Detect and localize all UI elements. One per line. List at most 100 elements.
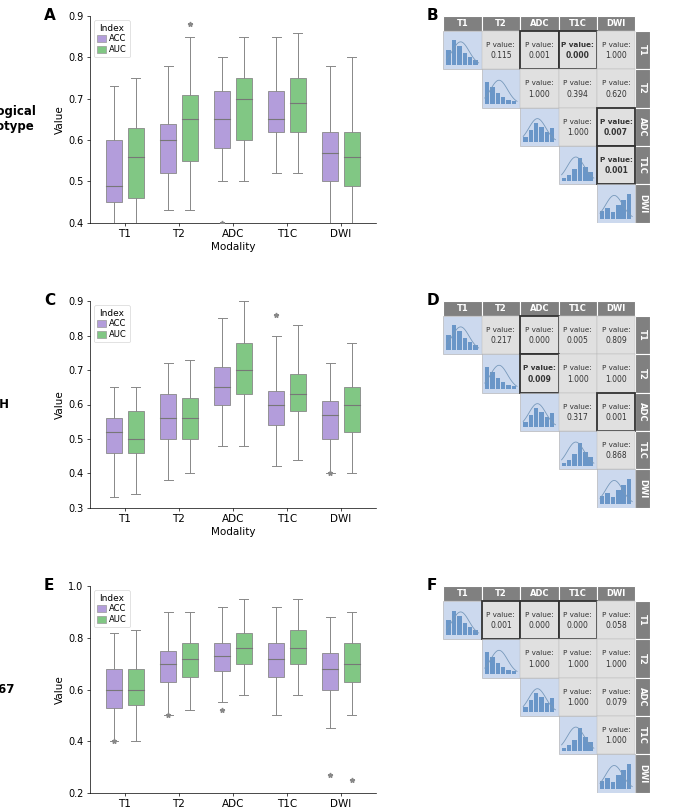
FancyBboxPatch shape xyxy=(128,669,144,705)
FancyBboxPatch shape xyxy=(597,716,635,755)
FancyBboxPatch shape xyxy=(482,301,520,316)
FancyBboxPatch shape xyxy=(529,129,533,142)
Text: 0.000: 0.000 xyxy=(566,51,590,60)
FancyBboxPatch shape xyxy=(473,60,477,66)
FancyBboxPatch shape xyxy=(322,132,338,181)
FancyBboxPatch shape xyxy=(490,372,495,389)
Text: 0.217: 0.217 xyxy=(490,337,512,345)
Text: 1.000: 1.000 xyxy=(605,375,627,383)
FancyBboxPatch shape xyxy=(444,587,482,601)
FancyBboxPatch shape xyxy=(635,431,650,469)
FancyBboxPatch shape xyxy=(495,93,500,104)
X-axis label: Modality: Modality xyxy=(210,242,255,252)
Text: P value:: P value: xyxy=(563,119,592,125)
FancyBboxPatch shape xyxy=(572,739,577,751)
FancyBboxPatch shape xyxy=(635,316,650,354)
FancyBboxPatch shape xyxy=(558,16,597,31)
FancyBboxPatch shape xyxy=(235,342,252,394)
FancyBboxPatch shape xyxy=(558,639,597,678)
Text: 1.000: 1.000 xyxy=(567,375,589,383)
Text: 0.809: 0.809 xyxy=(605,337,627,345)
Text: P value:: P value: xyxy=(563,612,592,618)
Text: P value:: P value: xyxy=(563,327,592,333)
FancyBboxPatch shape xyxy=(290,78,306,132)
FancyBboxPatch shape xyxy=(583,451,587,465)
FancyBboxPatch shape xyxy=(344,388,360,432)
FancyBboxPatch shape xyxy=(529,700,533,712)
Text: P value:: P value: xyxy=(602,42,631,48)
FancyBboxPatch shape xyxy=(485,82,489,104)
FancyBboxPatch shape xyxy=(635,354,650,392)
FancyBboxPatch shape xyxy=(635,108,650,146)
FancyBboxPatch shape xyxy=(268,643,284,676)
FancyBboxPatch shape xyxy=(605,778,610,789)
FancyBboxPatch shape xyxy=(597,469,635,508)
FancyBboxPatch shape xyxy=(597,16,635,31)
FancyBboxPatch shape xyxy=(520,16,558,31)
FancyBboxPatch shape xyxy=(529,415,533,427)
FancyBboxPatch shape xyxy=(597,69,635,108)
FancyBboxPatch shape xyxy=(512,101,516,104)
Legend: ACC, AUC: ACC, AUC xyxy=(94,20,130,57)
FancyBboxPatch shape xyxy=(444,316,482,354)
FancyBboxPatch shape xyxy=(462,53,467,66)
FancyBboxPatch shape xyxy=(605,208,610,219)
FancyBboxPatch shape xyxy=(600,496,604,504)
FancyBboxPatch shape xyxy=(622,485,626,504)
Text: ADC: ADC xyxy=(529,589,549,598)
FancyBboxPatch shape xyxy=(520,108,558,146)
FancyBboxPatch shape xyxy=(520,678,558,716)
Text: D: D xyxy=(427,293,440,308)
Text: T2: T2 xyxy=(495,19,507,28)
FancyBboxPatch shape xyxy=(540,412,544,427)
FancyBboxPatch shape xyxy=(214,643,230,671)
FancyBboxPatch shape xyxy=(635,469,650,508)
Text: P value:: P value: xyxy=(602,366,631,371)
Text: DWI: DWI xyxy=(638,479,647,498)
FancyBboxPatch shape xyxy=(501,97,505,104)
Text: P value:: P value: xyxy=(602,688,631,695)
Text: P value:: P value: xyxy=(602,404,631,410)
FancyBboxPatch shape xyxy=(452,40,456,66)
FancyBboxPatch shape xyxy=(106,418,122,453)
Text: 0.000: 0.000 xyxy=(529,337,550,345)
FancyBboxPatch shape xyxy=(520,601,558,639)
FancyBboxPatch shape xyxy=(550,413,555,427)
Text: T1: T1 xyxy=(638,44,647,56)
Text: T1C: T1C xyxy=(569,589,586,598)
FancyBboxPatch shape xyxy=(572,455,577,465)
FancyBboxPatch shape xyxy=(520,354,558,392)
FancyBboxPatch shape xyxy=(501,382,505,389)
FancyBboxPatch shape xyxy=(544,417,549,427)
FancyBboxPatch shape xyxy=(583,737,587,751)
Text: T2: T2 xyxy=(638,83,647,94)
Text: C: C xyxy=(44,293,55,308)
Text: 0.001: 0.001 xyxy=(490,621,512,630)
Text: T2: T2 xyxy=(495,304,507,313)
FancyBboxPatch shape xyxy=(446,50,451,66)
Text: 0.868: 0.868 xyxy=(605,451,627,460)
FancyBboxPatch shape xyxy=(482,69,520,108)
FancyBboxPatch shape xyxy=(444,301,482,316)
FancyBboxPatch shape xyxy=(558,587,597,601)
FancyBboxPatch shape xyxy=(501,667,505,674)
Text: T2: T2 xyxy=(638,367,647,379)
Text: P value:: P value: xyxy=(486,612,515,618)
Text: DWI: DWI xyxy=(607,19,626,28)
FancyBboxPatch shape xyxy=(562,748,566,751)
Text: 0.620: 0.620 xyxy=(605,90,627,99)
FancyBboxPatch shape xyxy=(482,587,520,601)
Text: T1C: T1C xyxy=(569,19,586,28)
Text: 0.058: 0.058 xyxy=(605,621,627,630)
FancyBboxPatch shape xyxy=(446,335,451,350)
FancyBboxPatch shape xyxy=(473,345,477,350)
FancyBboxPatch shape xyxy=(635,716,650,755)
Text: P value:: P value: xyxy=(602,650,631,656)
Text: T1: T1 xyxy=(638,614,647,626)
FancyBboxPatch shape xyxy=(635,69,650,108)
FancyBboxPatch shape xyxy=(572,169,577,180)
FancyBboxPatch shape xyxy=(482,354,520,392)
Y-axis label: Value: Value xyxy=(55,390,66,419)
FancyBboxPatch shape xyxy=(468,57,473,66)
Text: Histological
phenotype: Histological phenotype xyxy=(0,105,37,133)
